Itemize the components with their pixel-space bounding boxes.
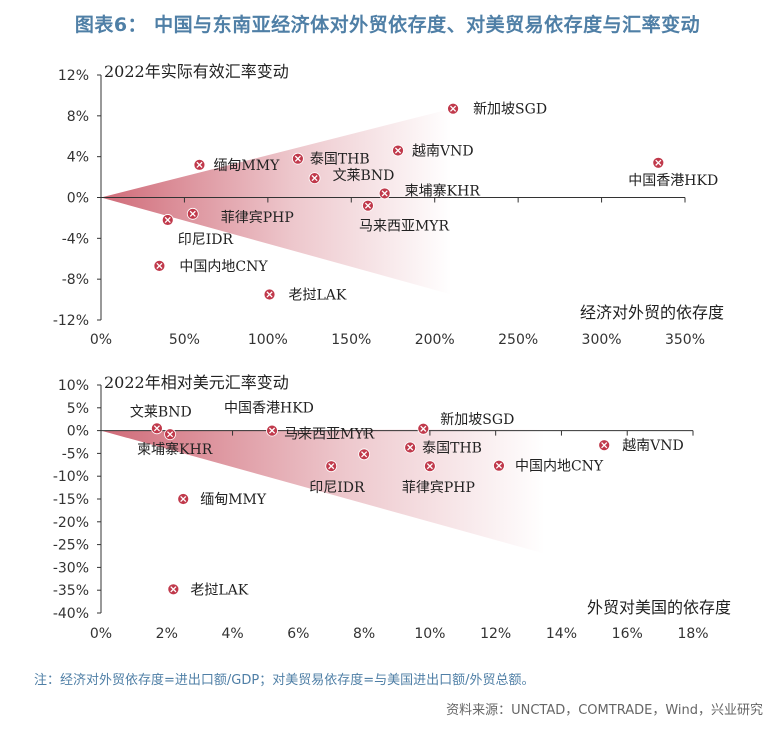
chart2-point-label: 马来西亚MYR [284,426,375,442]
chart2-y-tick-label: -15% [53,492,89,508]
chart2-point-label: 中国内地CNY [515,459,604,475]
chart2-point-label: 菲律宾PHP [402,480,475,496]
chart1-point-cross [364,202,372,209]
chart2-point-cross [180,495,187,503]
chart1-point-label: 越南VND [412,144,474,160]
chart1-point-label: 菲律宾PHP [221,210,294,226]
chart2-y-tick-label: -20% [53,515,89,531]
chart2-point-label: 印尼IDR [309,480,365,496]
chart1-x-tick-label: 0% [90,332,112,348]
chart2-y-tick-label: -30% [53,560,89,576]
chart2-x-tick-label: 10% [414,626,445,642]
chart1-point-label: 新加坡SGD [473,102,547,118]
chart2-point-label: 新加坡SGD [440,412,514,428]
chart1-point-label: 老挝LAK [289,287,347,303]
chart2-point-cross [361,451,368,458]
chart2-x-tick-label: 18% [677,626,708,642]
footnote: 注：经济对外贸依存度=进出口额/GDP；对美贸易依存度=与美国进出口额/外贸总额… [34,673,535,688]
chart2-x-tick-label: 8% [353,626,375,642]
chart2-point-label: 文莱BND [130,404,192,420]
chart2-point-cross [420,425,427,432]
chart2-x-tick-label: 16% [612,626,643,642]
chart2-x-tick-label: 2% [156,626,178,642]
chart1-point-cross [394,147,402,154]
chart2-point-label: 老挝LAK [190,582,248,598]
chart1-y-tick-label: 8% [67,109,89,125]
chart1-point-cross [164,216,171,224]
chart2-y-tick-label: -5% [62,446,89,462]
chart2-x-tick-label: 12% [480,626,511,642]
chart2-point-cross [153,425,160,432]
chart2-point-label: 泰国THB [422,440,482,456]
chart2-point-label: 中国香港HKD [224,401,314,417]
chart2-point-cross [328,463,335,470]
chart1-x-tick-label: 300% [582,332,622,348]
chart1-x-axis-label: 经济对外贸的依存度 [580,303,724,322]
chart2-y-tick-label: 0% [67,424,89,440]
chart1-x-tick-label: 150% [331,332,371,348]
chart1-point-label: 文莱BND [333,168,395,184]
chart2-point-cross [407,444,414,451]
chart2-y-tick-label: -40% [53,606,89,622]
chart1-point-cross [311,175,318,182]
chart1-x-tick-label: 350% [665,332,705,348]
chart2-x-tick-label: 4% [221,626,243,642]
chart1-x-tick-label: 200% [415,332,455,348]
chart1-point-cross [450,105,457,112]
chart2-x-tick-label: 6% [287,626,309,642]
chart2-x-axis-label: 外贸对美国的依存度 [587,598,731,617]
chart2-point-label: 越南VND [622,438,684,454]
chart1-point-cross [294,155,301,162]
chart1-point-label: 中国香港HKD [628,173,718,189]
chart2-point-label: 柬埔寨KHR [137,441,213,458]
chart2-y-tick-label: 5% [67,401,89,417]
chart1-point-cross [381,190,388,197]
chart2-funnel-shading [101,429,545,554]
chart1-point-label: 泰国THB [310,152,370,168]
chart1-point-cross [196,161,203,168]
chart2-y-tick-label: 10% [58,378,89,394]
chart1-point-cross [189,210,196,217]
chart1-y-tick-label: -12% [53,313,89,329]
chart1-x-tick-label: 50% [169,332,200,348]
chart1-y-tick-label: -4% [62,231,89,247]
chart1-y-tick-label: 4% [67,150,89,166]
chart2-point-cross [170,586,177,593]
chart2-y-tick-label: -35% [53,583,89,599]
chart1-point-label: 柬埔寨KHR [405,182,481,199]
chart2-point-label: 缅甸MMY [200,492,267,508]
chart2-x-tick-label: 0% [90,626,112,642]
chart1-point-cross [655,159,662,166]
chart2-y-tick-label: -10% [53,469,89,485]
chart2-point-cross [268,427,276,434]
chart1-x-tick-label: 250% [498,332,538,348]
chart1-point-label: 中国内地CNY [179,259,268,275]
chart2-title: 2022年相对美元汇率变动 [104,373,289,392]
chart1-point-label: 印尼IDR [178,232,234,248]
figure-title: 图表6： 中国与东南亚经济体对外贸依存度、对美贸易依存度与汇率变动 [74,14,701,36]
chart1-point-cross [156,262,163,269]
chart2-point-cross [167,431,174,438]
chart1-funnel-shading [101,108,452,295]
chart1-point-label: 马来西亚MYR [359,219,450,235]
chart1-x-tick-label: 100% [248,332,288,348]
chart2-point-cross [426,463,433,470]
chart2-x-tick-label: 14% [546,626,577,642]
source-note: 资料来源：UNCTAD，COMTRADE，Wind，兴业研究 [446,703,763,718]
chart1-y-tick-label: 0% [67,191,89,207]
chart1-y-tick-label: 12% [58,68,89,84]
chart1-title: 2022年实际有效汇率变动 [104,62,289,81]
chart1-point-cross [266,291,273,298]
chart2-point-cross [601,442,608,449]
chart2-point-cross [495,462,503,469]
chart2-y-tick-label: -25% [53,538,89,554]
chart1-point-label: 缅甸MMY [213,158,280,174]
chart1-y-tick-label: -8% [62,272,89,288]
